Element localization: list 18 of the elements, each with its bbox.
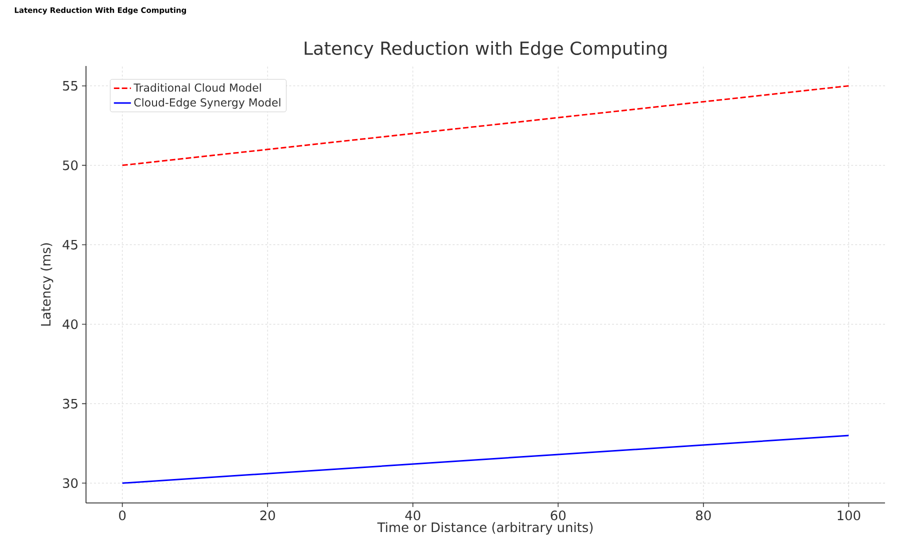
legend-label: Traditional Cloud Model [134, 83, 261, 92]
x-tick-label: 80 [696, 510, 711, 520]
x-tick-label: 100 [838, 510, 860, 520]
chart-title: Latency Reduction with Edge Computing [304, 41, 666, 58]
x-axis-title: Time or Distance (arbitrary units) [377, 522, 593, 535]
x-tick-label: 0 [119, 510, 126, 520]
y-axis-title: Latency (ms) [40, 243, 54, 326]
y-tick-label: 50 [63, 160, 78, 170]
x-tick-label: 40 [405, 510, 420, 520]
x-tick-label: 60 [550, 510, 566, 520]
line-series [122, 85, 850, 166]
y-tick-label: 45 [62, 240, 78, 250]
legend-label: Cloud-Edge Synergy Model [134, 98, 280, 109]
y-tick-label: 30 [62, 478, 78, 488]
x-tick-label: 20 [260, 510, 275, 520]
y-tick-label: 35 [62, 398, 78, 409]
y-tick-label: 40 [62, 319, 78, 330]
y-tick-label: 55 [63, 81, 78, 91]
